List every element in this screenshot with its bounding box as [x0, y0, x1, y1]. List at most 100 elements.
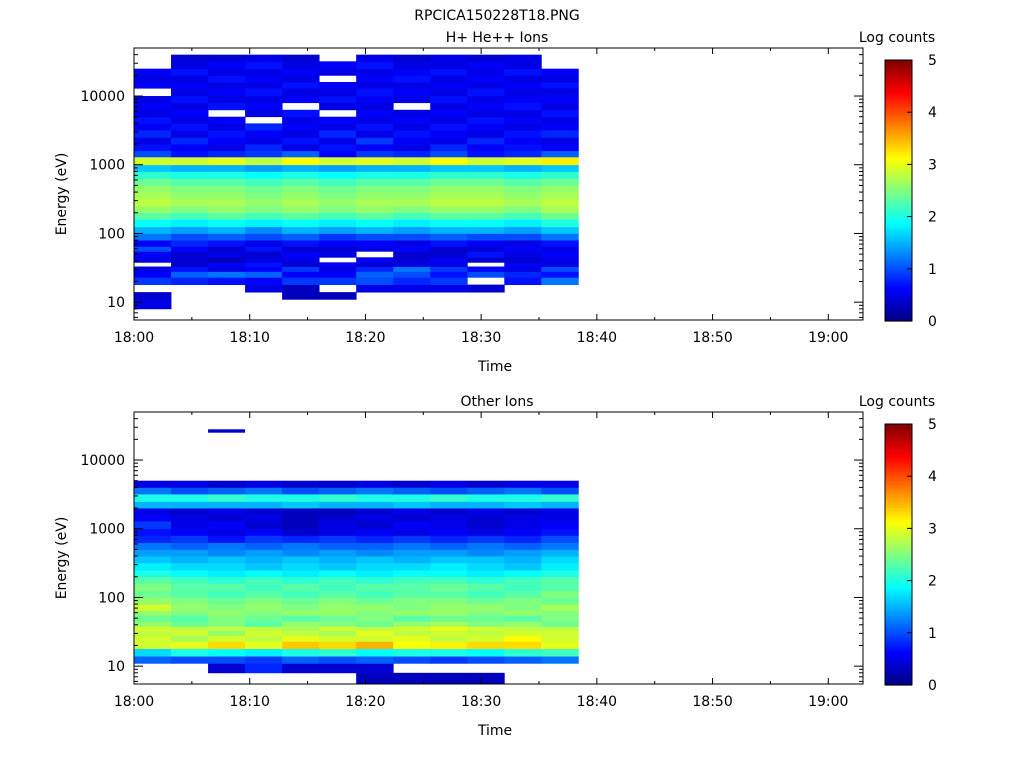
- heatmap-cell: [504, 123, 542, 131]
- x-tick-label: 19:00: [808, 694, 848, 710]
- heatmap-cell: [467, 508, 505, 516]
- heatmap-cell: [245, 277, 283, 286]
- heatmap-cell: [430, 192, 468, 200]
- heatmap-cell: [245, 284, 283, 293]
- heatmap-cell: [504, 198, 542, 207]
- heatmap-cell: [208, 494, 246, 502]
- colorbar-segment: [885, 207, 912, 211]
- heatmap-cell: [245, 641, 283, 650]
- heatmap-cell: [393, 487, 431, 495]
- heatmap-cell: [541, 562, 579, 571]
- heatmap-cell: [282, 257, 320, 263]
- colorbar-segment: [885, 674, 912, 677]
- heatmap-cell: [134, 212, 172, 220]
- heatmap-cell: [541, 604, 579, 611]
- colorbar-segment: [885, 447, 912, 451]
- colorbar-segment: [885, 524, 912, 527]
- heatmap-cell: [319, 82, 357, 89]
- colorbar-segment: [885, 471, 912, 475]
- heatmap-cell: [282, 171, 320, 179]
- colorbar-segment: [885, 537, 912, 540]
- heatmap-cell: [430, 535, 468, 543]
- heatmap-cell: [504, 630, 542, 636]
- heatmap-cell: [245, 198, 283, 207]
- heatmap-cell: [134, 604, 172, 611]
- heatmap-cell: [208, 61, 246, 70]
- colorbar-segment: [885, 112, 912, 115]
- heatmap-cell: [208, 271, 246, 278]
- x-tick-label: 18:30: [461, 330, 501, 346]
- colorbar-segment: [885, 64, 912, 68]
- heatmap-cell: [319, 219, 357, 228]
- heatmap-cell: [208, 549, 246, 557]
- colorbar-segment: [885, 318, 912, 322]
- heatmap-cell: [208, 68, 246, 76]
- heatmap-cell: [467, 610, 505, 616]
- heatmap-cell: [467, 621, 505, 627]
- heatmap-cell: [430, 487, 468, 495]
- heatmap-cell: [208, 508, 246, 516]
- heatmap-cell: [356, 150, 394, 158]
- heatmap-cell: [393, 68, 431, 76]
- heatmap-cell: [282, 198, 320, 207]
- colorbar-segment: [885, 454, 912, 458]
- heatmap-cell: [356, 102, 394, 111]
- y-ticks: 10 100 1000 10000: [80, 411, 863, 682]
- colorbar-segment: [885, 133, 912, 137]
- heatmap-cell: [504, 487, 542, 495]
- heatmap-cell: [393, 251, 431, 258]
- colorbar-segment: [885, 554, 912, 558]
- heatmap-cell: [430, 240, 468, 247]
- y-tick-label: 10: [107, 659, 125, 675]
- colorbar-segment: [885, 504, 912, 508]
- heatmap-cell: [245, 528, 283, 536]
- colorbar-segment: [885, 92, 912, 96]
- heatmap-cell: [134, 137, 172, 145]
- colorbar-segment: [885, 240, 912, 244]
- heatmap-cell: [393, 635, 431, 642]
- heatmap-cell: [467, 246, 505, 252]
- heatmap-cell: [430, 610, 468, 616]
- heatmap-cell: [393, 226, 431, 234]
- colorbar-segment: [885, 214, 912, 218]
- heatmap-cell: [504, 88, 542, 97]
- heatmap-cell: [319, 198, 357, 207]
- heatmap-cell: [393, 88, 431, 97]
- heatmap-cell: [282, 61, 320, 70]
- heatmap-cell: [319, 233, 357, 241]
- colorbar-segment: [885, 62, 912, 65]
- figure-title: RPCICA150228T18.PNG: [414, 8, 579, 24]
- heatmap-cell: [134, 576, 172, 584]
- colorbar-segment: [885, 290, 912, 294]
- heatmap-cell: [208, 206, 246, 214]
- heatmap-cell: [245, 621, 283, 627]
- heatmap-cell: [245, 597, 283, 605]
- heatmap-cell: [430, 494, 468, 502]
- heatmap-cell: [319, 185, 357, 193]
- heatmap-cell: [319, 271, 357, 278]
- heatmap-cell: [504, 156, 542, 166]
- colorbar-segment: [885, 650, 912, 653]
- colorbar-segment: [885, 183, 912, 187]
- heatmap-cell: [467, 271, 505, 278]
- y-tick-label: 10000: [80, 89, 125, 105]
- heatmap-cell: [282, 164, 320, 172]
- heatmap-cell: [430, 672, 468, 685]
- heatmap-cell: [208, 88, 246, 97]
- heatmap-cell: [356, 610, 394, 616]
- colorbar-segment: [885, 576, 912, 580]
- heatmap-cell: [208, 626, 246, 631]
- heatmap-cell: [134, 549, 172, 557]
- colorbar-segment: [885, 123, 912, 126]
- heatmap-cell: [541, 648, 579, 657]
- heatmap-cell: [319, 570, 357, 578]
- colorbar-tick-label: 2: [928, 574, 937, 590]
- colorbar-segment: [885, 682, 912, 686]
- heatmap-cell: [208, 590, 246, 598]
- heatmap-cell: [356, 75, 394, 83]
- heatmap-cell: [504, 251, 542, 258]
- heatmap-cell: [319, 212, 357, 220]
- heatmap-cell: [541, 621, 579, 627]
- x-axis-label: Time: [477, 723, 512, 739]
- heatmap-cell: [467, 116, 505, 124]
